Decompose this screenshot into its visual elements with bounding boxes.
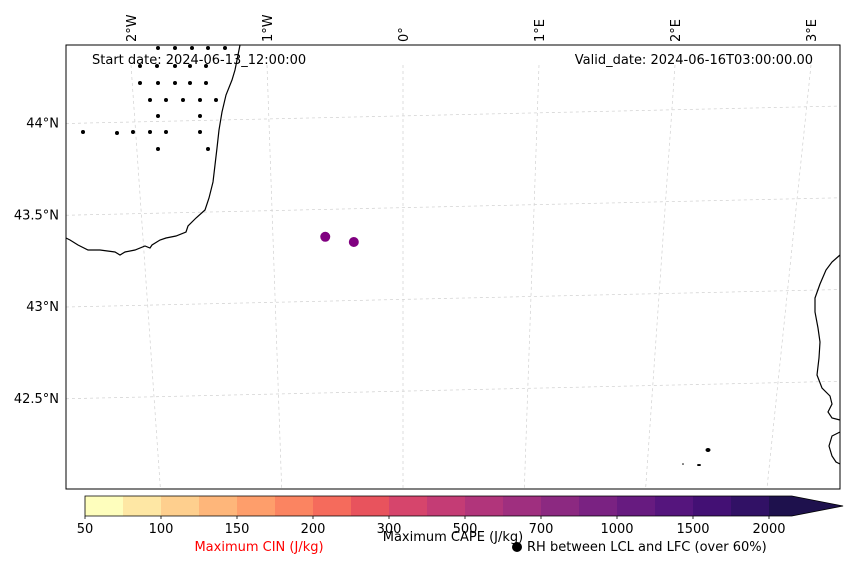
map-border xyxy=(65,44,841,490)
colorbar-tick-label: 1500 xyxy=(676,522,709,537)
latitude-tick-label: 42.5°N xyxy=(14,392,59,407)
colorbar-tick-label: 300 xyxy=(377,522,402,537)
coastline-west xyxy=(65,44,241,256)
rh-point xyxy=(156,114,160,118)
rh-legend-label: RH between LCL and LFC (over 60%) xyxy=(527,540,767,555)
rh-point xyxy=(320,231,331,242)
longitude-tick-labels: 2°W 1°W 0° 1°E 2°E 3°E xyxy=(125,14,820,42)
colorbar-tick-label: 2000 xyxy=(752,522,785,537)
latitude-tick-label: 43°N xyxy=(26,300,59,315)
colorbar-tick-label: 100 xyxy=(149,522,174,537)
colorbar-tick-label: 50 xyxy=(77,522,94,537)
colorbar-segment xyxy=(389,496,428,516)
colorbar-tick-label: 1000 xyxy=(600,522,633,537)
rh-point-cluster xyxy=(81,46,227,151)
colorbar-segment xyxy=(313,496,352,516)
cape-colorbar xyxy=(84,495,844,517)
longitude-tick-label: 3°E xyxy=(805,19,820,42)
colorbar-tick-label: 150 xyxy=(225,522,250,537)
rh-point xyxy=(156,81,160,85)
colorbar-segment xyxy=(427,496,466,516)
rh-point xyxy=(156,147,160,151)
colorbar-tick-labels: 50 100 150 200 300 500 700 1000 1500 2000 xyxy=(77,516,786,537)
colorbar-segment xyxy=(351,496,390,516)
valid-date-label: Valid_date: 2024-06-16T03:00:00.00 xyxy=(575,53,813,68)
colorbar-segment xyxy=(161,496,200,516)
island xyxy=(682,463,684,465)
rh-point xyxy=(148,130,152,134)
longitude-tick-label: 2°W xyxy=(125,14,140,42)
colorbar-segment xyxy=(655,496,694,516)
rh-legend-marker-icon xyxy=(512,542,522,552)
colorbar-segment xyxy=(693,496,732,516)
rh-point xyxy=(206,46,210,50)
meridian-line xyxy=(766,64,812,490)
coastline-east-lower xyxy=(828,431,841,465)
colorbar-extension-arrow xyxy=(769,496,844,516)
rh-point xyxy=(138,64,142,68)
cin-label: Maximum CIN (J/kg) xyxy=(194,540,323,555)
rh-point xyxy=(198,130,202,134)
rh-point xyxy=(155,64,159,68)
rh-point xyxy=(148,98,152,102)
colorbar-segment xyxy=(579,496,618,516)
colorbar-segment xyxy=(199,496,238,516)
colorbar-segment xyxy=(237,496,276,516)
latitude-tick-labels: 44°N 43.5°N 43°N 42.5°N xyxy=(14,117,59,407)
colorbar-segment xyxy=(617,496,656,516)
island xyxy=(697,464,701,466)
colorbar-outline xyxy=(84,495,844,517)
longitude-tick-label: 1°E xyxy=(533,19,548,42)
start-date-label: Start date: 2024-06-13_12:00:00 xyxy=(92,53,306,68)
cape-title: Maximum CAPE (J/kg) xyxy=(383,530,523,545)
latitude-tick-label: 43.5°N xyxy=(14,208,59,223)
rh-point xyxy=(198,98,202,102)
rh-point xyxy=(348,236,359,247)
rh-point xyxy=(181,98,185,102)
rh-point xyxy=(156,46,160,50)
rh-point xyxy=(173,64,177,68)
longitude-tick-label: 2°E xyxy=(669,19,684,42)
rh-point xyxy=(198,114,202,118)
longitude-tick-label: 0° xyxy=(397,27,412,42)
rh-points xyxy=(320,231,359,247)
colorbar-tick-label: 200 xyxy=(301,522,326,537)
rh-point xyxy=(173,81,177,85)
meridian-line xyxy=(645,64,676,490)
meridian-line xyxy=(523,64,540,490)
rh-point xyxy=(188,64,192,68)
colorbar-segment xyxy=(465,496,504,516)
rh-point xyxy=(173,46,177,50)
coastline-east xyxy=(814,254,841,421)
colorbar-tick-label: 700 xyxy=(529,522,554,537)
rh-point xyxy=(204,81,208,85)
graticule xyxy=(65,64,841,490)
rh-point xyxy=(138,81,142,85)
rh-point xyxy=(115,131,119,135)
rh-point xyxy=(214,98,218,102)
rh-point xyxy=(188,81,192,85)
meridian-line xyxy=(130,64,161,490)
longitude-tick-label: 1°W xyxy=(261,14,276,42)
meridian-line xyxy=(266,64,283,490)
rh-point xyxy=(206,147,210,151)
colorbar-segment xyxy=(123,496,162,516)
latitude-tick-label: 44°N xyxy=(26,117,59,132)
colorbar-segment xyxy=(541,496,580,516)
rh-point xyxy=(81,130,85,134)
rh-point xyxy=(204,64,208,68)
island xyxy=(705,448,711,452)
rh-point xyxy=(131,130,135,134)
colorbar-segment xyxy=(503,496,542,516)
colorbar-segment xyxy=(275,496,314,516)
rh-point xyxy=(223,46,227,50)
rh-point xyxy=(190,46,194,50)
colorbar-tick-label: 500 xyxy=(453,522,478,537)
colorbar-segment xyxy=(731,496,770,516)
rh-point xyxy=(164,130,168,134)
colorbar-segment xyxy=(85,496,124,516)
rh-point xyxy=(164,98,168,102)
map-area xyxy=(65,44,841,490)
